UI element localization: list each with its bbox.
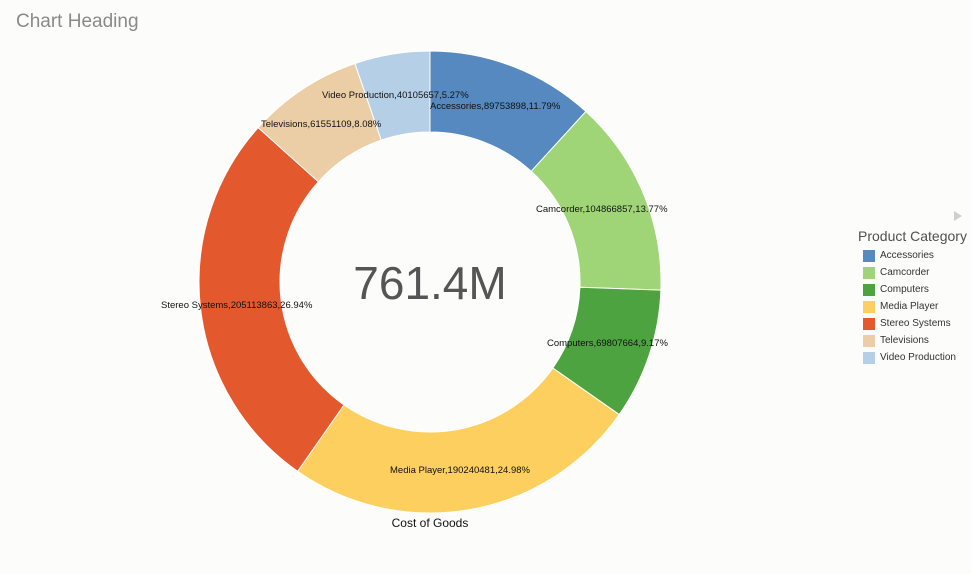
legend-swatch	[863, 249, 875, 262]
slice-data-label: Accessories,89753898,11.79%	[430, 101, 561, 112]
legend-item-video-production[interactable]: Video Production	[858, 349, 967, 366]
slice-data-label: Televisions,61551109,8.08%	[261, 119, 382, 130]
legend: Product Category Accessories Camcorder Com…	[858, 228, 967, 366]
legend-label: Camcorder	[880, 267, 930, 278]
legend-swatch	[863, 351, 875, 364]
legend-label: Video Production	[880, 352, 956, 363]
legend-label: Stereo Systems	[880, 318, 951, 329]
legend-label: Televisions	[880, 335, 929, 346]
slice-data-label: Video Production,40105657,5.27%	[322, 90, 469, 101]
legend-swatch	[863, 300, 875, 313]
legend-swatch	[863, 283, 875, 296]
legend-item-televisions[interactable]: Televisions	[858, 332, 967, 349]
legend-label: Computers	[880, 284, 929, 295]
legend-item-camcorder[interactable]: Camcorder	[858, 264, 967, 281]
legend-swatch	[863, 317, 875, 330]
legend-item-accessories[interactable]: Accessories	[858, 247, 967, 264]
legend-label: Accessories	[880, 250, 934, 261]
legend-scroll-arrow-icon[interactable]	[954, 211, 962, 221]
slice-data-label: Stereo Systems,205113863,26.94%	[161, 300, 313, 311]
center-total-label: 761.4M	[353, 257, 506, 309]
measure-label: Cost of Goods	[392, 516, 469, 530]
slice-media-player[interactable]	[296, 367, 620, 514]
slice-video-production[interactable]	[354, 50, 431, 141]
slice-data-label: Computers,69807664,9.17%	[547, 338, 668, 349]
slice-data-label: Media Player,190240481,24.98%	[390, 465, 531, 476]
legend-item-computers[interactable]: Computers	[858, 281, 967, 298]
slice-stereo-systems[interactable]	[198, 126, 345, 473]
slice-data-label: Camcorder,104866857,13.77%	[536, 204, 668, 215]
legend-title: Product Category	[858, 228, 967, 244]
legend-swatch	[863, 334, 875, 347]
legend-item-media-player[interactable]: Media Player	[858, 298, 967, 315]
legend-swatch	[863, 266, 875, 279]
legend-item-stereo-systems[interactable]: Stereo Systems	[858, 315, 967, 332]
chart-heading: Chart Heading	[16, 11, 139, 32]
legend-label: Media Player	[880, 301, 939, 312]
